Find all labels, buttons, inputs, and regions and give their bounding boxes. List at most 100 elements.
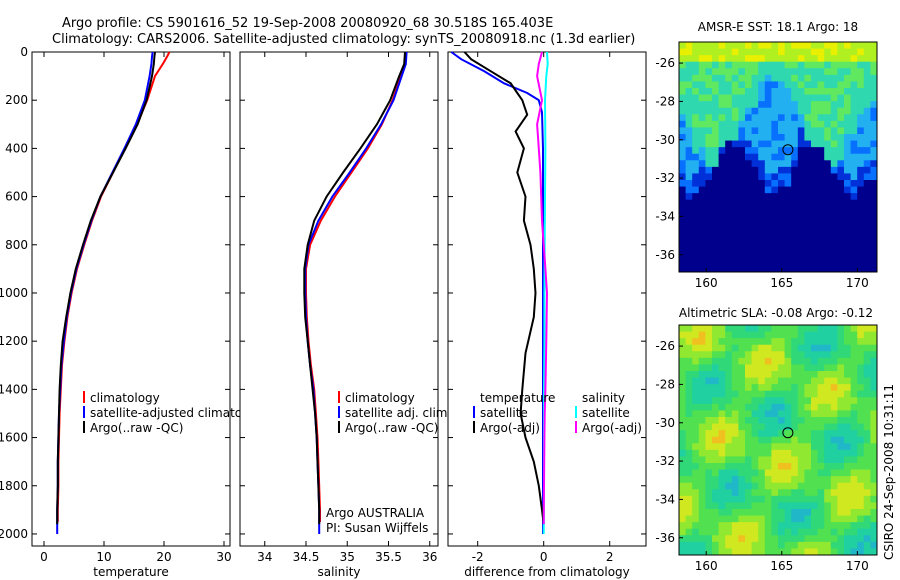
map-cell [692,463,700,470]
map-cell [791,81,799,89]
map-cell [698,482,706,490]
map-cell [804,265,812,273]
map-cell [837,127,845,135]
map-cell [698,522,706,530]
map-cell [764,463,772,470]
map-cell [685,180,693,187]
map-cell [830,186,838,194]
map-cell [698,535,706,543]
map-cell [764,541,772,549]
map-cell [705,449,713,457]
map-cell [791,173,799,181]
map-cell [745,42,752,49]
map-cell [731,463,739,470]
map-cell [791,114,799,122]
map-cell [817,364,825,372]
map-cell [784,68,792,76]
map-cell [698,61,706,69]
map-cell [705,147,713,155]
map-cell [758,515,766,523]
map-cell [863,489,871,497]
map-cell [804,166,812,174]
map-cell [745,548,752,556]
map-cell [863,364,871,372]
map-cell [784,180,792,187]
legend-label-satellite: satellite adj. clim. [345,406,451,420]
map-cell [698,463,706,470]
map-cell [685,101,693,109]
map-cell [764,81,772,89]
map-cell [804,515,812,523]
map-cell [764,147,772,155]
map-cell [784,515,792,523]
map-cell [797,344,805,352]
map-cell [725,469,733,477]
map-cell [797,489,805,497]
map-cell [778,120,785,128]
map-cell [745,397,752,405]
map-cell [857,377,865,385]
map-cell [844,410,851,418]
map-cell [797,495,805,503]
map-cell [745,495,752,503]
map-cell [804,193,812,201]
map-cell [685,364,693,372]
map-cell [811,219,818,227]
map-cell [811,390,818,398]
map-cell [745,351,752,359]
map-cell [778,541,785,549]
map-cell [837,390,845,398]
map-cell [751,186,759,194]
map-cell [844,469,851,477]
map-cell [778,166,785,174]
map-cell [745,344,752,352]
map-cell [784,397,792,405]
map-cell [712,430,719,438]
map-cell [751,120,759,128]
map-cell [718,114,726,122]
map-cell [817,74,825,82]
map-cell [804,344,812,352]
map-cell [771,482,779,490]
map-cell [685,469,693,477]
map-cell [685,417,693,424]
map-cell [731,147,739,155]
map-cell [811,371,818,378]
map-cell [830,232,838,240]
map-cell [685,48,693,56]
map-cell [791,107,799,115]
map-cell [870,186,878,194]
map-cell [718,55,726,63]
map-cell [863,338,871,346]
map-cell [863,410,871,418]
map-cell [824,114,832,122]
map-cell [745,463,752,470]
map-cell [738,245,746,253]
map-cell [712,219,719,227]
map-cell [725,153,733,161]
map-cell [745,430,752,438]
map-cell [850,325,858,332]
map-cell [824,55,832,63]
map-cell [797,397,805,405]
map-cell [863,384,871,392]
map-cell [830,436,838,444]
map-cell [797,114,805,122]
map-cell [797,48,805,56]
map-cell [751,443,759,451]
map-cell [731,193,739,201]
map-cell [698,344,706,352]
map-cell [698,180,706,187]
map-cell [698,114,706,122]
map-cell [778,443,785,451]
map-cell [817,107,825,115]
map-cell [685,528,693,536]
map-cell [712,489,719,497]
map-cell [804,81,812,89]
map-cell [685,134,693,141]
map-cell [791,489,799,497]
map-cell [731,417,739,424]
map-cell [758,166,766,174]
map-cell [712,397,719,405]
map-cell [837,42,845,49]
